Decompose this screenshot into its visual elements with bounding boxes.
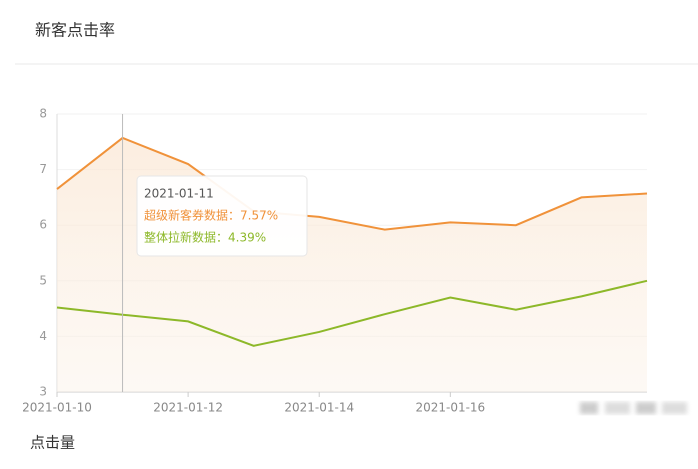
line bbox=[56, 136, 648, 231]
x-tick-label: 2021-01-10 bbox=[22, 401, 92, 415]
y-tick-label: 5 bbox=[39, 273, 47, 287]
tooltip-line: 超级新客券数据：7.57% bbox=[144, 208, 278, 223]
tooltip-line: 整体拉新数据：4.39% bbox=[144, 230, 266, 245]
x-tick-label: 2021-01-12 bbox=[153, 401, 223, 415]
x-tick-label: 2021-01-14 bbox=[284, 401, 354, 415]
chart: 3 4 5 6 7 8 2021-01-10 2021-01-12 2021-01-14 2021… bbox=[22, 107, 648, 415]
y-tick-label: 7 bbox=[39, 162, 47, 176]
line bbox=[56, 279, 648, 347]
y-tick-label: 4 bbox=[39, 329, 47, 343]
y-tick-label: 3 bbox=[39, 385, 47, 399]
x-tick-label: 2021-01-16 bbox=[415, 401, 485, 415]
watermark bbox=[580, 402, 687, 414]
section-title: 点击量 bbox=[30, 434, 75, 452]
tooltip: 2021-01-11 超级新客券数据：7.57% 整体拉新数据：4.39% bbox=[136, 175, 308, 257]
y-tick-label: 8 bbox=[39, 107, 47, 121]
tooltip-box bbox=[136, 175, 308, 257]
y-tick-label: 6 bbox=[39, 218, 47, 232]
section-title: 新客点击率 bbox=[35, 21, 115, 40]
tooltip-title: 2021-01-11 bbox=[144, 187, 214, 201]
